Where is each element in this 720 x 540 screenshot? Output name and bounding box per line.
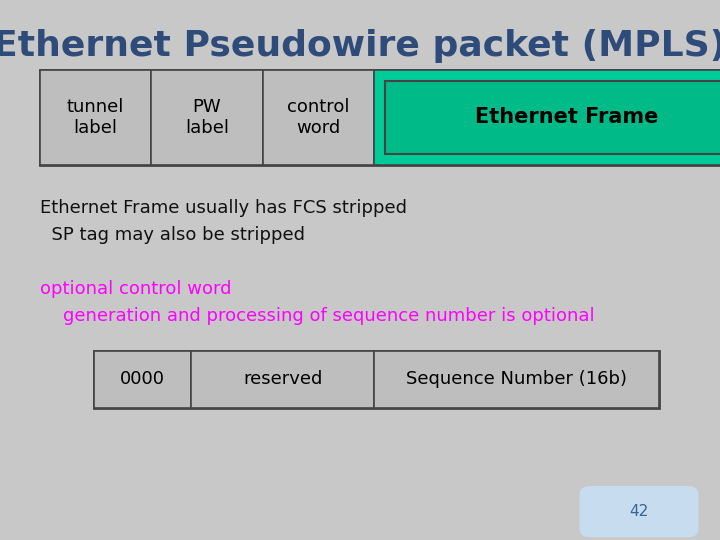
Text: 0000: 0000 [120, 370, 165, 388]
Bar [263, 70, 374, 165]
Text: reserved: reserved [243, 370, 323, 388]
Text: Ethernet Pseudowire packet (MPLS): Ethernet Pseudowire packet (MPLS) [0, 29, 720, 63]
Text: Ethernet Frame usually has FCS stripped: Ethernet Frame usually has FCS stripped [40, 199, 407, 217]
Bar [151, 70, 263, 165]
FancyBboxPatch shape [580, 486, 698, 537]
Bar [94, 351, 659, 408]
Text: 42: 42 [629, 504, 648, 519]
Text: Sequence Number (16b): Sequence Number (16b) [406, 370, 627, 388]
Bar [94, 351, 191, 408]
Bar [40, 70, 151, 165]
Bar [191, 351, 374, 408]
Bar [385, 81, 720, 154]
Text: generation and processing of sequence number is optional: generation and processing of sequence nu… [40, 307, 594, 325]
Text: control
word: control word [287, 98, 350, 137]
Bar [374, 70, 720, 165]
Text: tunnel
label: tunnel label [67, 98, 124, 137]
Text: PW
label: PW label [185, 98, 229, 137]
Text: optional control word: optional control word [40, 280, 231, 298]
Bar [374, 351, 659, 408]
Text: Ethernet Frame: Ethernet Frame [475, 107, 659, 127]
Bar [40, 70, 720, 165]
Text: SP tag may also be stripped: SP tag may also be stripped [40, 226, 305, 244]
